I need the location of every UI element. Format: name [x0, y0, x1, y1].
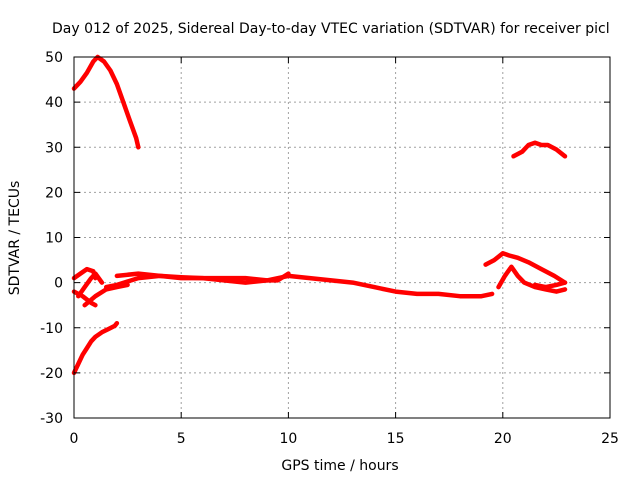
- series-layer: [71, 54, 568, 376]
- series-arc-main: [103, 273, 495, 299]
- series-arc-late-bump: [496, 264, 568, 294]
- series-arc-low-start: [71, 320, 120, 376]
- y-tick-label: -20: [40, 366, 63, 382]
- series-arc-main-upper: [114, 271, 291, 283]
- x-axis-label: GPS time / hours: [281, 458, 398, 474]
- series-arc-late-upper: [511, 140, 568, 159]
- x-tick-label: 10: [279, 431, 297, 447]
- grid: [74, 57, 610, 418]
- y-tick-label: 10: [45, 231, 63, 247]
- y-axis-label: SDTVAR / TECUs: [7, 181, 23, 296]
- x-tick-label: 20: [494, 431, 512, 447]
- x-tick-label: 5: [177, 431, 186, 447]
- y-tick-label: -30: [40, 411, 63, 427]
- y-tick-labels: -30 -20 -10 0 10 20 30 40 50: [40, 50, 63, 427]
- series-arc-high-start: [71, 54, 141, 150]
- series-arc-early-rise: [82, 282, 130, 308]
- y-tick-label: 0: [54, 276, 63, 292]
- x-tick-labels: 0 5 10 15 20 25: [70, 431, 619, 447]
- x-tick-label: 15: [387, 431, 405, 447]
- y-tick-label: 20: [45, 185, 63, 201]
- tick-marks: [73, 56, 611, 419]
- y-tick-label: 30: [45, 140, 63, 156]
- y-tick-label: 40: [45, 95, 63, 111]
- series-arc-early-mid: [76, 271, 105, 299]
- x-tick-label: 25: [601, 431, 619, 447]
- chart-title: Day 012 of 2025, Sidereal Day-to-day VTE…: [52, 21, 610, 37]
- x-tick-label: 0: [70, 431, 79, 447]
- y-tick-label: 50: [45, 50, 63, 66]
- series-arc-late-rise: [483, 251, 568, 285]
- y-tick-label: -10: [40, 321, 63, 337]
- series-arc-late-tail: [532, 280, 568, 290]
